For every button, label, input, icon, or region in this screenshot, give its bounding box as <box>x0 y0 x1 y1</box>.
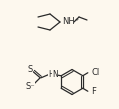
Text: F: F <box>91 87 96 96</box>
Text: S⁻: S⁻ <box>25 82 35 91</box>
Text: Cl: Cl <box>92 68 100 77</box>
Text: S: S <box>28 65 33 74</box>
Text: H: H <box>48 70 54 79</box>
Text: NH⁺: NH⁺ <box>62 18 79 26</box>
Text: N: N <box>52 70 58 79</box>
